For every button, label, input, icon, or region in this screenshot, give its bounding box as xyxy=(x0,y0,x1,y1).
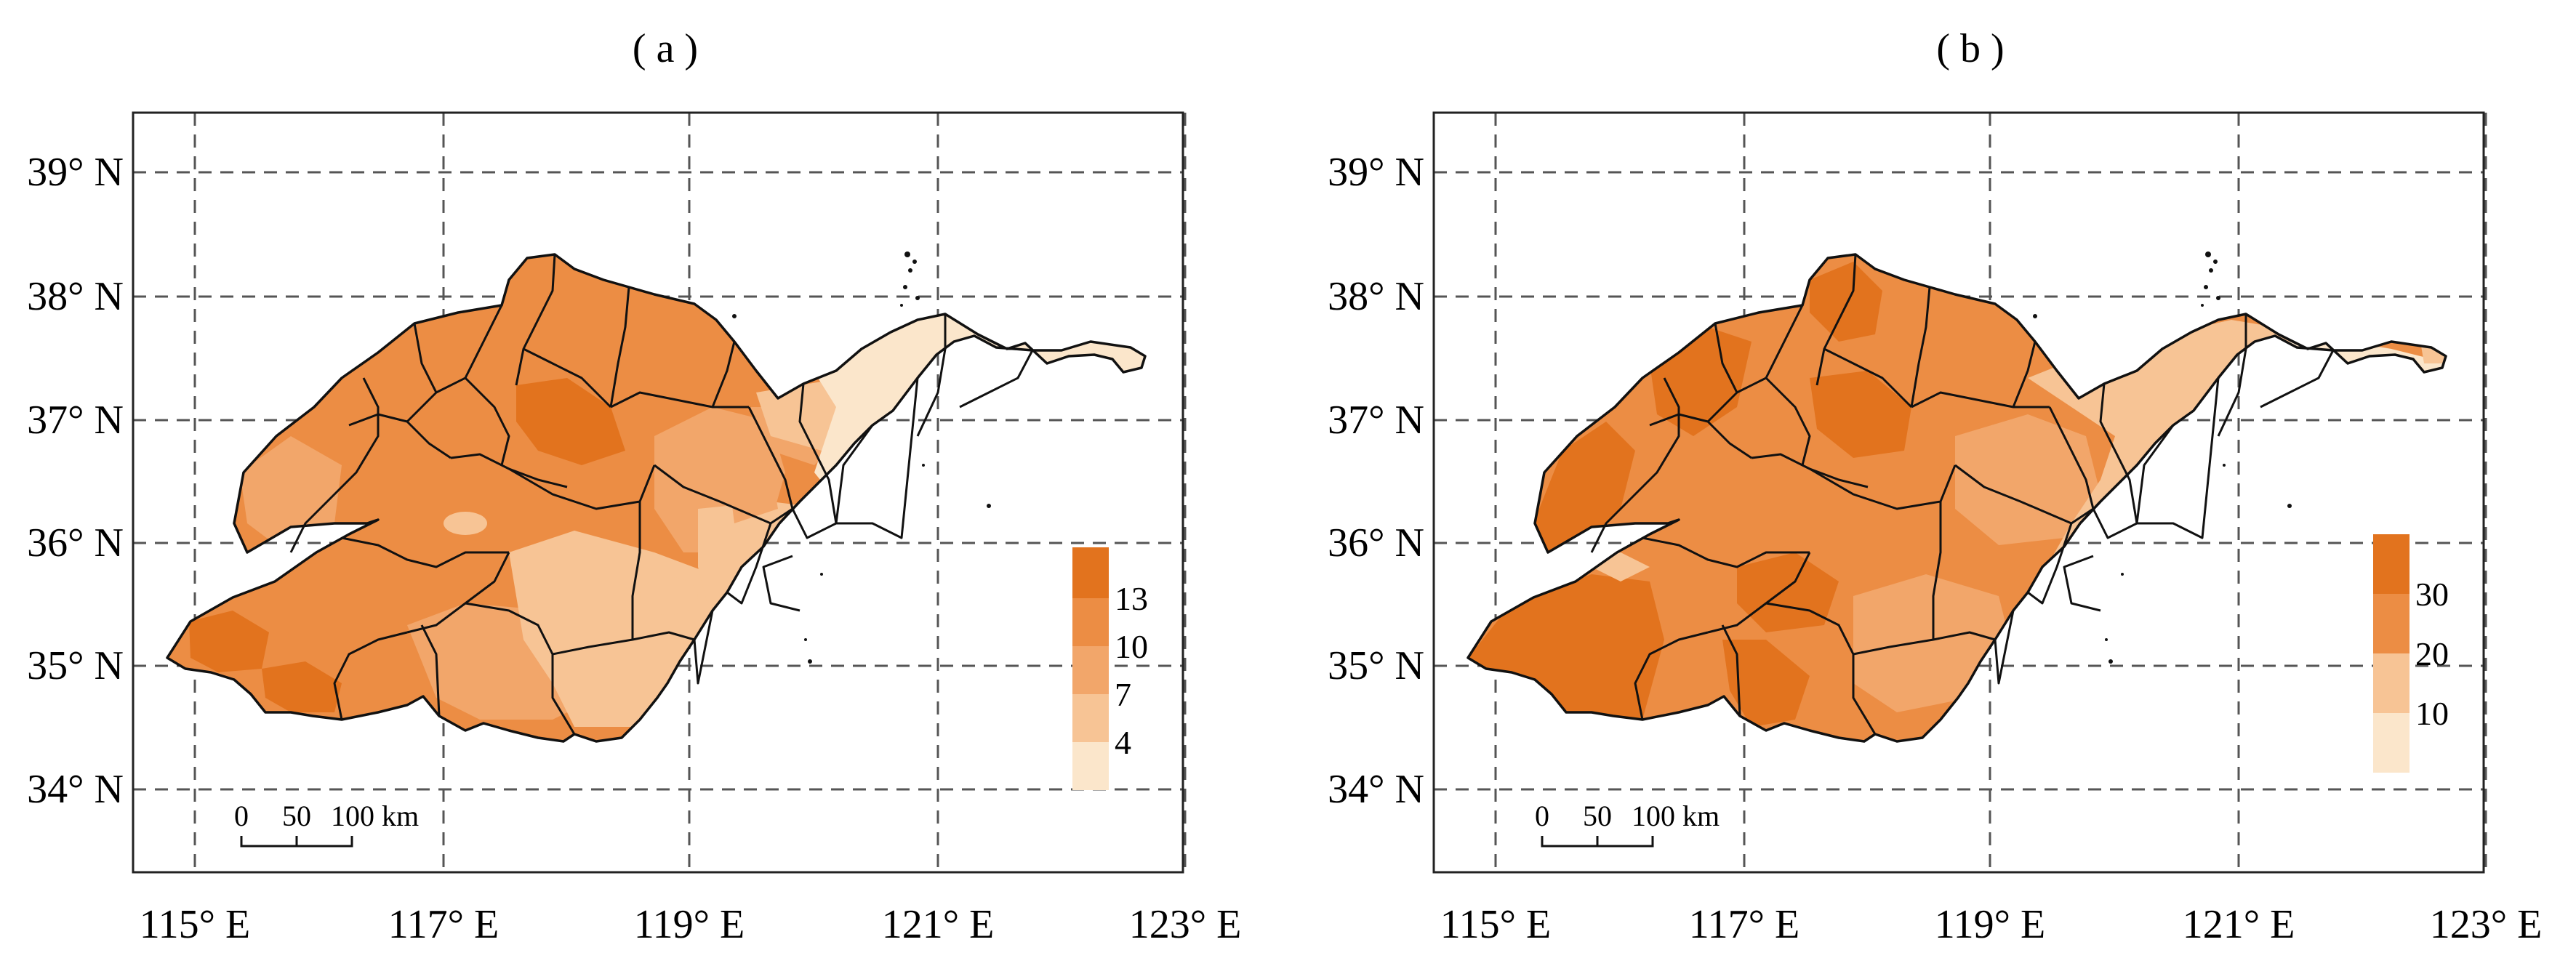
legend-b: 30 20 10 xyxy=(2373,534,2449,773)
legend-label: 20 xyxy=(2415,635,2449,672)
lat-label: 35° N xyxy=(27,643,124,688)
map-panel-b: ( b ) xyxy=(1328,26,2542,947)
legend-swatch xyxy=(1072,646,1109,694)
scale-bar-a: 0 50 100 km xyxy=(234,800,419,848)
legend-swatch xyxy=(1072,547,1109,598)
lat-label: 35° N xyxy=(1328,643,1424,688)
scale-label: 0 xyxy=(1535,800,1549,832)
scale-label: 50 xyxy=(1583,800,1612,832)
legend-label: 30 xyxy=(2415,576,2449,613)
lon-label: 115° E xyxy=(1440,902,1552,947)
map-frame-b xyxy=(1432,111,2485,874)
prefecture-boundaries-b xyxy=(1590,254,2335,735)
lon-label: 115° E xyxy=(140,902,251,947)
scale-label: 0 xyxy=(234,800,249,832)
scale-bar-b: 0 50 100 km xyxy=(1535,800,1720,848)
islands-a xyxy=(732,251,991,664)
lat-label: 36° N xyxy=(1328,520,1424,566)
lat-label: 34° N xyxy=(1328,767,1424,812)
lat-label: 38° N xyxy=(27,274,124,319)
legend-label: 10 xyxy=(1115,628,1148,665)
legend-swatch xyxy=(1072,694,1109,742)
legend-swatch xyxy=(1072,598,1109,646)
legend-label: 7 xyxy=(1115,676,1131,713)
legend-swatch xyxy=(2373,713,2410,773)
lat-label: 34° N xyxy=(27,767,124,812)
legend-label: 4 xyxy=(1115,724,1131,761)
panel-title-b: ( b ) xyxy=(1936,26,2004,71)
choropleth-b xyxy=(1466,251,2447,743)
lon-label: 117° E xyxy=(388,902,499,947)
map-panel-a: ( a ) xyxy=(27,26,1241,947)
legend-swatch xyxy=(2373,594,2410,653)
scale-label: 100 km xyxy=(1632,800,1720,832)
lon-labels-b: 115° E 117° E 119° E 121° E 123° E xyxy=(1440,902,2543,947)
lat-label: 39° N xyxy=(1328,150,1424,195)
lat-labels-a: 39° N 38° N 37° N 36° N 35° N 34° N xyxy=(27,150,124,812)
panel-title-a: ( a ) xyxy=(633,26,698,71)
lat-label: 39° N xyxy=(27,150,124,195)
legend-swatch xyxy=(1072,742,1109,790)
lat-label: 37° N xyxy=(27,398,124,443)
legend-label: 13 xyxy=(1115,580,1148,617)
prefecture-boundaries-a xyxy=(289,254,1034,735)
map-frame-a xyxy=(132,111,1184,874)
lat-label: 38° N xyxy=(1328,274,1424,319)
scale-label: 50 xyxy=(282,800,311,832)
lon-label: 117° E xyxy=(1689,902,1800,947)
lon-label: 119° E xyxy=(1935,902,2046,947)
lat-label: 37° N xyxy=(1328,398,1424,443)
legend-swatch xyxy=(2373,653,2410,713)
legend-swatch xyxy=(2373,534,2410,594)
lon-label: 121° E xyxy=(2183,902,2295,947)
lon-label: 123° E xyxy=(2430,902,2543,947)
lat-labels-b: 39° N 38° N 37° N 36° N 35° N 34° N xyxy=(1328,150,1424,812)
legend-label: 10 xyxy=(2415,695,2449,732)
lat-label: 36° N xyxy=(27,520,124,566)
legend-a: 13 10 7 4 xyxy=(1072,547,1148,790)
scale-label: 100 km xyxy=(331,800,419,832)
choropleth-a xyxy=(166,251,1147,743)
lon-label: 121° E xyxy=(882,902,995,947)
lon-label: 123° E xyxy=(1129,902,1242,947)
islands-b xyxy=(2033,251,2292,664)
lon-label: 119° E xyxy=(634,902,745,947)
lon-labels-a: 115° E 117° E 119° E 121° E 123° E xyxy=(140,902,1242,947)
